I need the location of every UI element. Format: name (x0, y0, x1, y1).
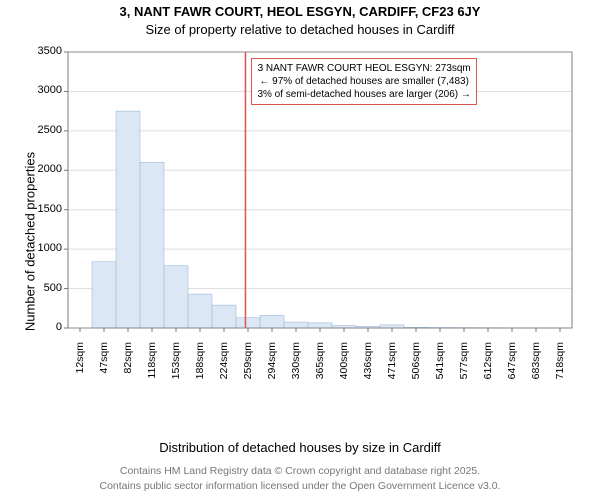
y-tick-label: 0 (26, 321, 62, 333)
histogram-bar (260, 315, 284, 328)
x-tick-label: 365sqm (314, 342, 326, 382)
y-tick-label: 2000 (26, 163, 62, 175)
y-tick-label: 500 (26, 282, 62, 294)
x-tick-label: 577sqm (458, 342, 470, 382)
histogram-bar (236, 318, 260, 328)
footer-credit-2: Contains public sector information licen… (0, 480, 600, 492)
histogram-bar (212, 305, 236, 328)
histogram-bar (308, 323, 332, 328)
x-tick-label: 330sqm (290, 342, 302, 382)
x-tick-label: 436sqm (362, 342, 374, 382)
property-callout: 3 NANT FAWR COURT HEOL ESGYN: 273sqm← 97… (251, 58, 476, 105)
x-tick-label: 118sqm (146, 342, 158, 382)
x-tick-label: 47sqm (98, 342, 110, 382)
y-tick-label: 1000 (26, 242, 62, 254)
histogram-bar (380, 325, 404, 328)
footer-credit-1: Contains HM Land Registry data © Crown c… (0, 465, 600, 477)
y-tick-label: 1500 (26, 203, 62, 215)
y-tick-label: 3000 (26, 84, 62, 96)
x-tick-label: 506sqm (410, 342, 422, 382)
x-tick-label: 188sqm (194, 342, 206, 382)
figure-container: 3, NANT FAWR COURT, HEOL ESGYN, CARDIFF,… (0, 0, 600, 500)
x-tick-label: 612sqm (482, 342, 494, 382)
y-tick-label: 2500 (26, 124, 62, 136)
chart-title-line1: 3, NANT FAWR COURT, HEOL ESGYN, CARDIFF,… (0, 4, 600, 19)
histogram-bar (164, 266, 188, 328)
y-tick-label: 3500 (26, 45, 62, 57)
histogram-bar (92, 262, 116, 328)
histogram-bar (116, 111, 140, 328)
x-tick-label: 259sqm (242, 342, 254, 382)
x-tick-label: 647sqm (506, 342, 518, 382)
histogram-bar (284, 322, 308, 328)
x-axis-label: Distribution of detached houses by size … (0, 440, 600, 455)
histogram-bar (140, 162, 164, 328)
x-tick-label: 153sqm (170, 342, 182, 382)
x-tick-label: 400sqm (338, 342, 350, 382)
x-tick-label: 82sqm (122, 342, 134, 382)
x-tick-label: 683sqm (530, 342, 542, 382)
x-tick-label: 541sqm (434, 342, 446, 382)
histogram-bar (188, 294, 212, 328)
x-tick-label: 471sqm (386, 342, 398, 382)
x-tick-label: 294sqm (266, 342, 278, 382)
x-tick-label: 12sqm (74, 342, 86, 382)
chart-title-line2: Size of property relative to detached ho… (0, 22, 600, 37)
x-tick-label: 718sqm (554, 342, 566, 382)
x-tick-label: 224sqm (218, 342, 230, 382)
